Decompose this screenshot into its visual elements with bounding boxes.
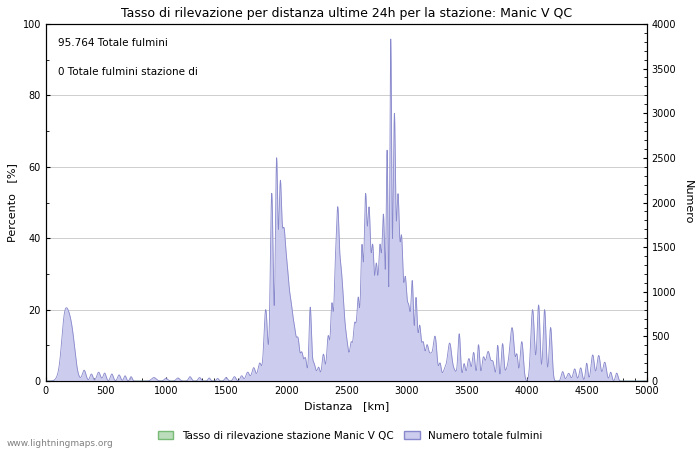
Legend: Tasso di rilevazione stazione Manic V QC, Numero totale fulmini: Tasso di rilevazione stazione Manic V QC… <box>153 427 547 445</box>
Text: 0 Totale fulmini stazione di: 0 Totale fulmini stazione di <box>58 67 197 77</box>
X-axis label: Distanza   [km]: Distanza [km] <box>304 401 389 412</box>
Text: www.lightningmaps.org: www.lightningmaps.org <box>7 439 113 448</box>
Y-axis label: Numero: Numero <box>683 180 693 225</box>
Title: Tasso di rilevazione per distanza ultime 24h per la stazione: Manic V QC: Tasso di rilevazione per distanza ultime… <box>120 7 572 20</box>
Text: 95.764 Totale fulmini: 95.764 Totale fulmini <box>58 38 167 48</box>
Y-axis label: Percento   [%]: Percento [%] <box>7 163 17 242</box>
